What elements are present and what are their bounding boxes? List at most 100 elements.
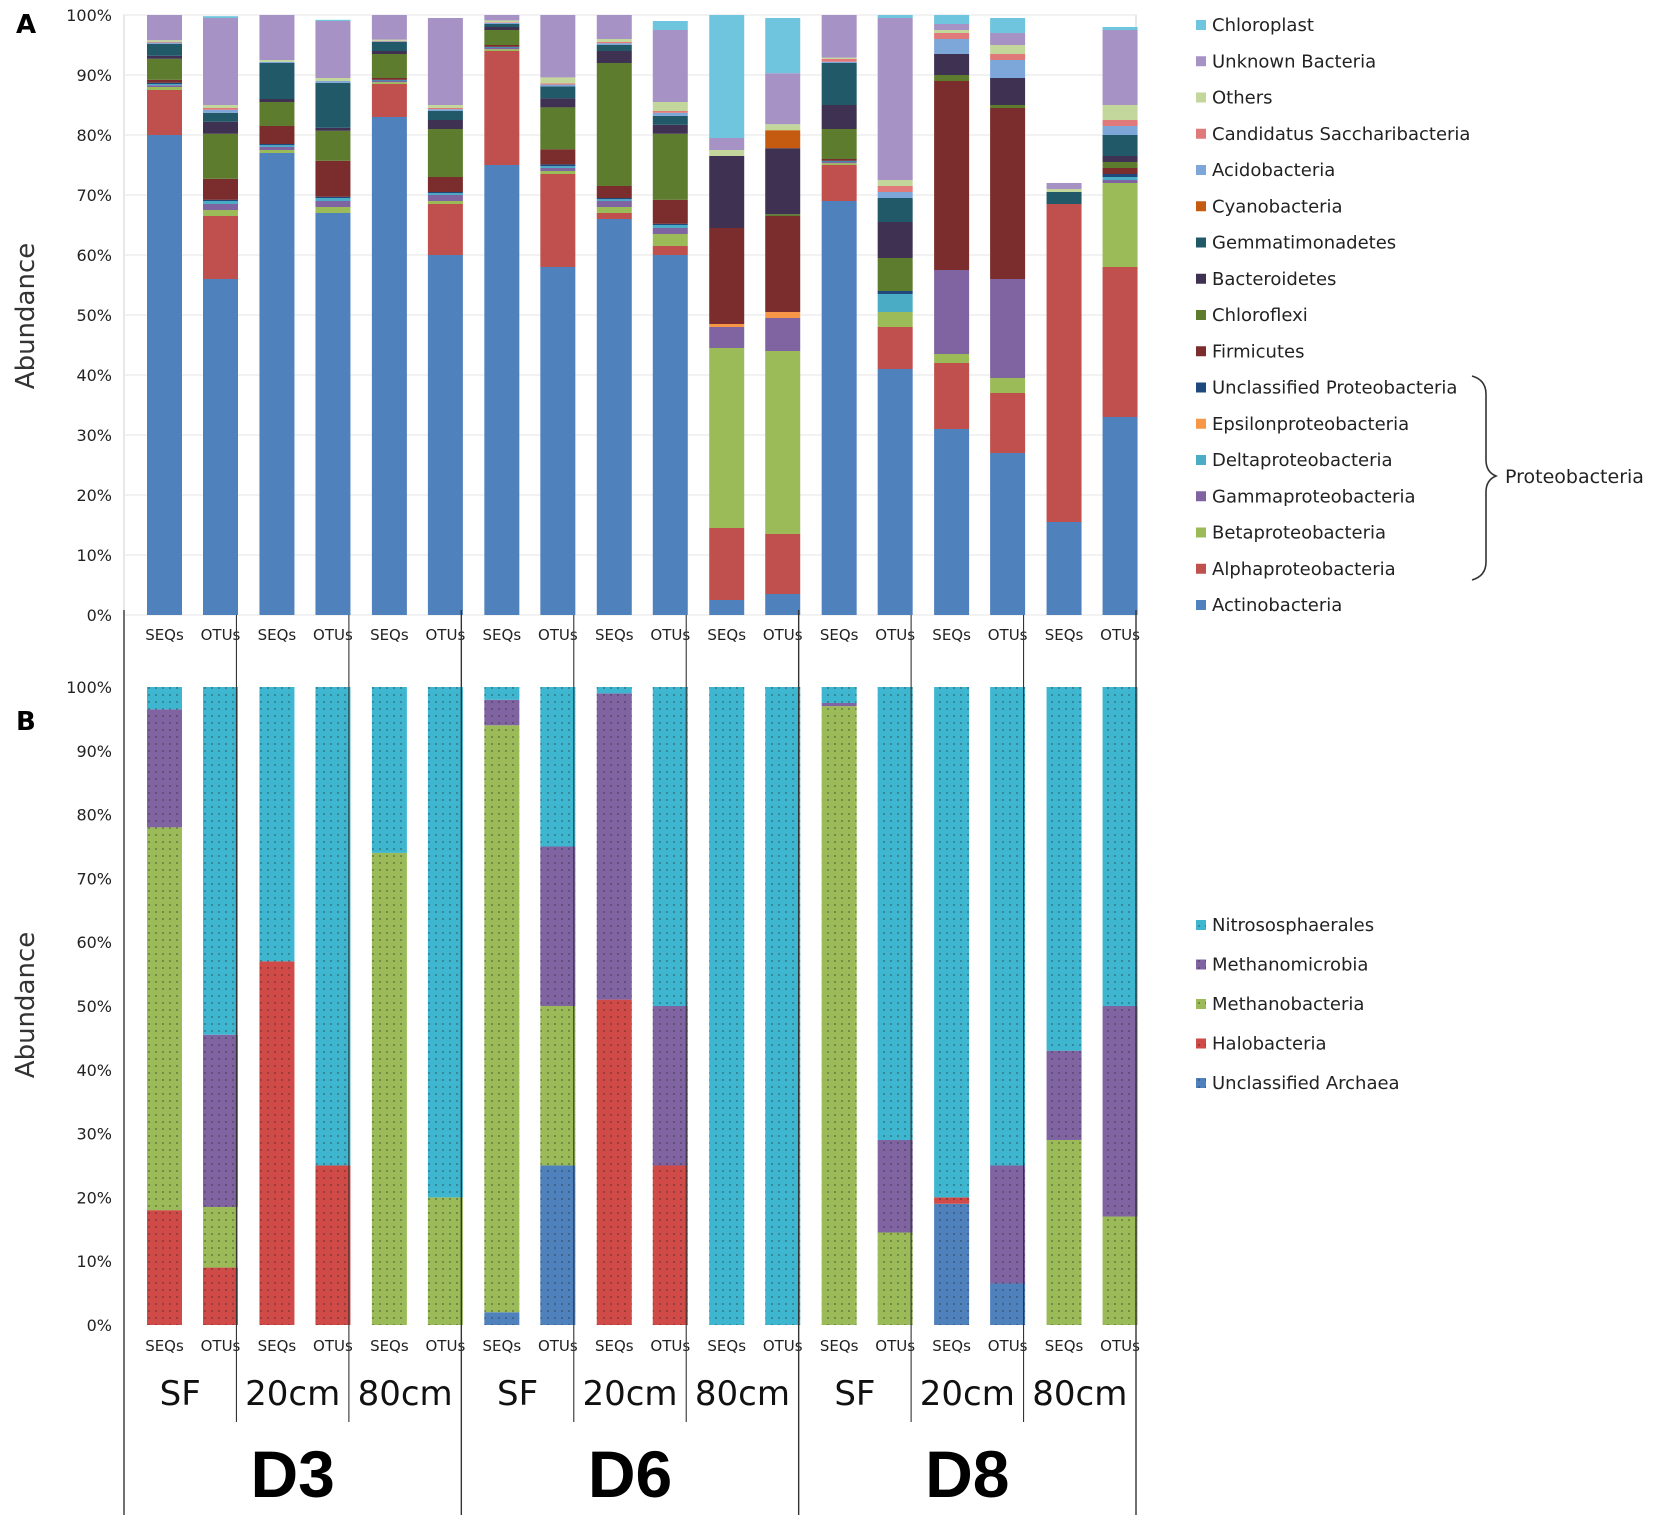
bar-segment-chloroflexi	[821, 129, 857, 159]
panel-b-label: B	[16, 707, 36, 737]
x-tick-label: SEQs	[145, 1337, 184, 1355]
bar-segment-acidobacteria	[203, 109, 238, 113]
bar-segment-betaproteobacteria	[990, 378, 1026, 393]
legend-swatch	[1196, 418, 1206, 429]
bar-segment-texture	[1102, 1006, 1138, 1217]
bar-segment-cyanobacteria	[765, 130, 801, 149]
bar-segment-candidatus-saccharibacteria	[203, 108, 238, 110]
bar-segment-chloroplast	[934, 15, 970, 24]
bar-segment-acidobacteria	[484, 22, 520, 24]
bar-segment-texture	[934, 1203, 970, 1325]
x-tick-label: OTUs	[763, 626, 803, 644]
bar-segment-texture	[990, 1283, 1026, 1325]
x-tick-label: OTUs	[1100, 1337, 1140, 1355]
bar-segment-betaproteobacteria	[709, 348, 745, 528]
bar-segment-betaproteobacteria	[821, 163, 857, 165]
legend-swatch	[1196, 92, 1206, 103]
bar-segment-texture	[147, 709, 182, 828]
bar-segment-others	[765, 124, 801, 131]
legend-swatch	[1196, 56, 1206, 67]
x-tick-label: OTUs	[538, 626, 578, 644]
bar-segment-betaproteobacteria	[934, 354, 970, 363]
bar-segment-alphaproteobacteria	[877, 327, 913, 369]
legend-label: Nitrososphaerales	[1212, 915, 1374, 936]
bar-segment-unknown-bacteria	[371, 15, 407, 40]
x-tick-label: OTUs	[875, 626, 915, 644]
bar-segment-texture	[427, 1197, 463, 1325]
bar-segment-unclassified-proteobacteria	[484, 46, 520, 48]
panel-a-y-ticks: 0% 10% 20% 30% 40% 50% 60% 70% 80% 90% 100%	[66, 6, 112, 625]
depth-label: 80cm	[358, 1374, 453, 1414]
y-tick-label: 20%	[76, 486, 112, 505]
legend-label: Chloroflexi	[1212, 305, 1308, 326]
bar-segment-candidatus-saccharibacteria	[427, 108, 463, 110]
legend-label: Gemmatimonadetes	[1212, 233, 1396, 254]
legend-swatch-texture	[1196, 999, 1206, 1009]
x-tick-label: SEQs	[932, 626, 971, 644]
bar-segment-gammaproteobacteria	[934, 270, 970, 354]
bar-segment-betaproteobacteria	[765, 351, 801, 534]
bar-segment-texture	[540, 687, 576, 847]
legend-swatch	[1196, 128, 1206, 139]
site-label: D6	[588, 1437, 672, 1511]
legend-swatch	[1196, 346, 1206, 357]
bar-segment-gammaproteobacteria	[990, 279, 1026, 378]
y-tick-label: 70%	[76, 869, 112, 888]
bar-segment-alphaproteobacteria	[990, 393, 1026, 453]
x-tick-label: SEQs	[483, 626, 522, 644]
bar-segment-gemmatimonadetes	[1046, 192, 1082, 204]
panel-b-bars	[147, 687, 1138, 1325]
bar-segment-alphaproteobacteria	[484, 51, 520, 165]
bar-segment-texture	[427, 687, 463, 1198]
x-tick-label: OTUs	[313, 1337, 353, 1355]
bar-segment-betaproteobacteria	[484, 49, 520, 51]
bar-segment-actinobacteria	[877, 369, 913, 615]
legend-label: Unclassified Proteobacteria	[1212, 378, 1457, 399]
bar-segment-texture	[484, 687, 520, 700]
bar-segment-texture	[877, 687, 913, 1140]
bar-segment-deltaproteobacteria	[484, 47, 520, 48]
y-tick-label: 100%	[66, 6, 112, 25]
bar-segment-alphaproteobacteria	[540, 174, 576, 267]
x-tick-label: SEQs	[258, 1337, 297, 1355]
bar-segment-texture	[934, 1197, 970, 1204]
bar-segment-others	[259, 60, 295, 62]
bar-segment-gammaproteobacteria	[427, 195, 463, 201]
bar-segment-acidobacteria	[259, 61, 295, 63]
bar-segment-deltaproteobacteria	[315, 198, 351, 201]
proteobacteria-brace	[1471, 375, 1499, 581]
legend-label: Methanomicrobia	[1212, 955, 1368, 976]
bar-segment-gammaproteobacteria	[1102, 180, 1138, 183]
bar-segment-bacteroidetes	[709, 156, 745, 228]
bar-segment-actinobacteria	[652, 255, 688, 615]
bar-segment-bacteroidetes	[821, 105, 857, 129]
bar-segment-actinobacteria	[1102, 417, 1138, 615]
bar-segment-alphaproteobacteria	[1102, 267, 1138, 417]
bar-segment-gemmatimonadetes	[540, 86, 576, 99]
legend-label: Candidatus Saccharibacteria	[1212, 124, 1470, 145]
bar-segment-actinobacteria	[427, 255, 463, 615]
bar-segment-acidobacteria	[147, 42, 182, 44]
legend-label: Others	[1212, 88, 1273, 109]
bar-segment-candidatus-saccharibacteria	[652, 111, 688, 113]
bar-segment-acidobacteria	[821, 61, 857, 63]
bar-segment-texture	[203, 1034, 238, 1207]
bar-segment-others	[427, 105, 463, 108]
bar-segment-deltaproteobacteria	[652, 225, 688, 228]
bar-segment-chloroplast	[877, 15, 913, 18]
depth-label: 80cm	[695, 1374, 790, 1414]
bar-segment-others	[596, 39, 632, 42]
bar-segment-unknown-bacteria	[990, 33, 1026, 45]
bar-segment-candidatus-saccharibacteria	[821, 58, 857, 62]
bar-segment-deltaproteobacteria	[877, 294, 913, 312]
bar-segment-texture	[990, 687, 1026, 1166]
bar-segment-candidatus-saccharibacteria	[596, 42, 632, 44]
y-tick-label: 40%	[76, 1061, 112, 1080]
bar-segment-texture	[540, 1006, 576, 1166]
bar-segment-texture	[596, 999, 632, 1325]
bar-segment-acidobacteria	[427, 109, 463, 111]
bar-segment-texture	[821, 706, 857, 1325]
bar-segment-actinobacteria	[990, 453, 1026, 615]
bar-segment-unclassified-proteobacteria	[596, 198, 632, 200]
bar-segment-texture	[877, 1232, 913, 1325]
